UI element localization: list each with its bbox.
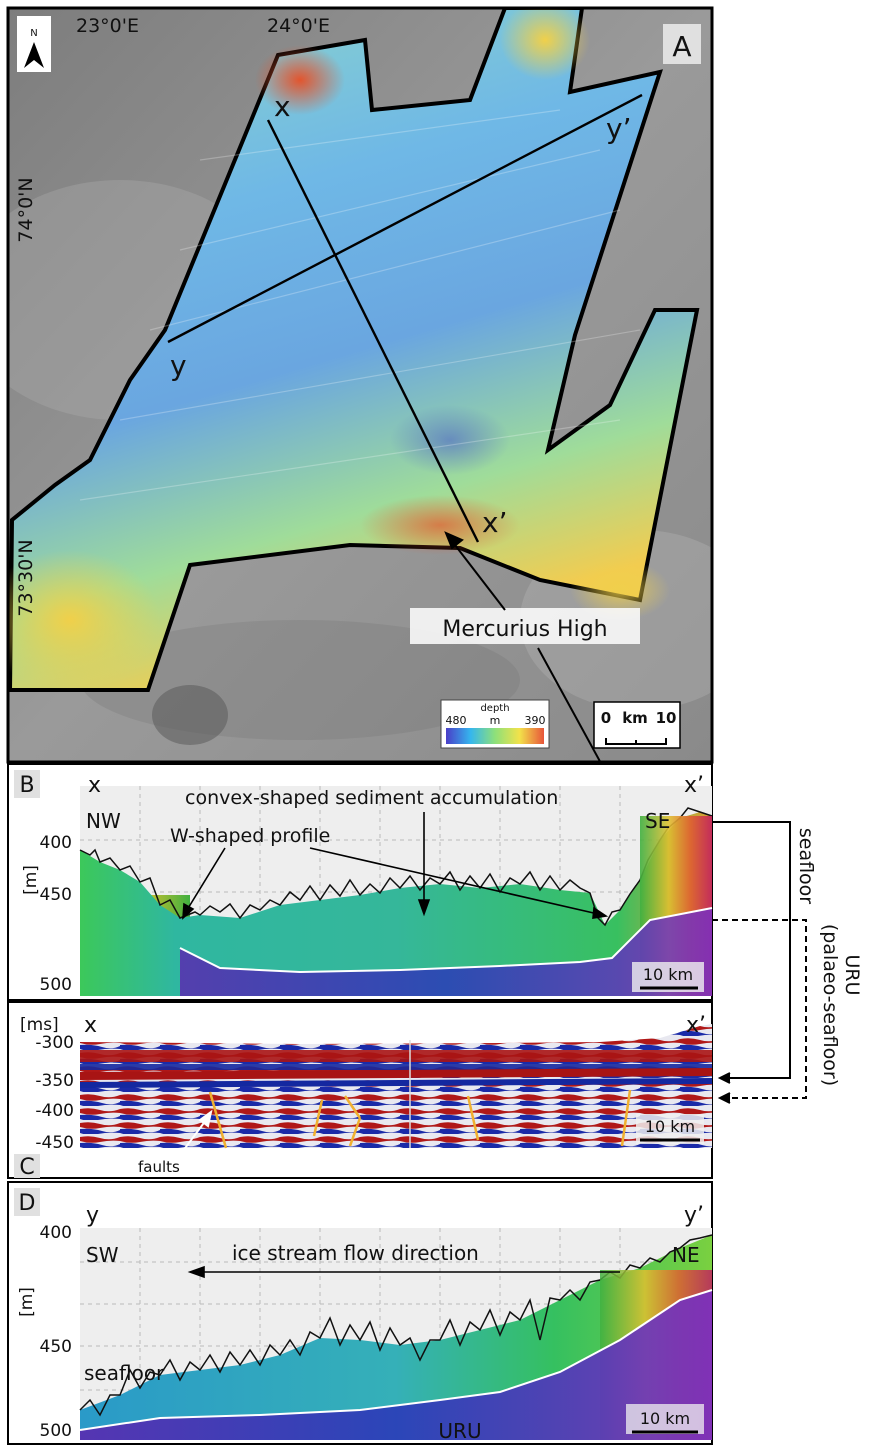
panel-d-uru-label: URU [438,1419,481,1443]
label-y-prime: y’ [606,112,631,145]
panel-d-end: y’ [684,1203,704,1228]
label-x-prime: x’ [482,506,507,539]
panel-b-letter: B [19,773,34,798]
panel-c-tick-350: -350 [35,1071,74,1091]
mercurius-high-label: Mercurius High [442,617,607,642]
side-label-palaeo: (palaeo-seafloor) [819,924,841,1086]
panel-c-tick-400: -400 [35,1101,74,1121]
lon-label-24: 24°0'E [267,15,330,37]
panel-b: B x x’ NW SE [m] 400 450 500 convex-shap… [7,763,713,1001]
panel-d-flow-label: ice stream flow direction [232,1241,479,1265]
panel-b-axis-unit: [m] [21,865,41,895]
panel-b-annotation-w: W-shaped profile [170,825,330,847]
fault-lines [208,1089,632,1149]
panel-d: D y y’ SW NE [m] 400 450 500 ice stream … [7,1181,713,1445]
colorbar-max: 390 [525,714,546,727]
panel-d-letter: D [19,1191,36,1216]
panel-c-tick-450: -450 [35,1133,74,1153]
panel-b-tick-450: 450 [40,885,72,905]
label-y: y [170,349,187,382]
lon-label-23: 23°0'E [76,15,139,37]
panel-d-tick-500: 500 [40,1421,72,1441]
scalebar-unit: km [622,709,648,727]
side-label-seafloor: seafloor [795,828,817,904]
colorbar-min: 480 [446,714,467,727]
scalebar-zero: 0 [601,709,611,727]
panel-d-scale: 10 km [640,1409,690,1428]
survey-area [8,8,700,692]
profile-b-body [80,812,712,996]
colorbar-title: depth [480,703,509,714]
side-brackets [712,821,807,1104]
panel-c-start: x [84,1013,97,1038]
panel-c-letter: C [19,1155,34,1180]
panel-a-map: N 23°0'E 24°0'E 74°0'N 73°30'N A x y’ y … [8,8,712,762]
panel-c-axis-unit: [ms] [20,1015,59,1035]
north-arrow-icon [24,42,44,68]
panel-d-axis-unit: [m] [17,1287,37,1317]
panel-d-start: y [86,1203,99,1228]
panel-d-tick-450: 450 [40,1337,72,1357]
panel-d-seafloor-label: seafloor [84,1361,165,1385]
lat-label-74: 74°0'N [15,177,37,242]
colorbar-unit: m [490,714,501,727]
north-label: N [30,28,37,39]
lat-label-73-30: 73°30'N [15,539,37,616]
label-x: x [274,90,291,123]
scalebar-max: 10 [656,709,677,727]
panel-b-scale: 10 km [643,965,693,984]
profile-line-x [266,119,480,543]
panel-b-dir-right: SE [645,809,670,833]
panel-c-end: x’ [686,1013,706,1038]
colorbar-ramp [446,728,544,744]
profile-line-y [167,93,643,344]
panel-b-annotation-convex: convex-shaped sediment accumulation [185,787,558,809]
panel-b-tick-500: 500 [40,975,72,995]
panel-c-tick-300: -300 [35,1033,74,1053]
panel-d-tick-400: 400 [40,1223,72,1243]
panel-d-dir-right: NE [672,1243,700,1267]
side-label-uru: URU [841,954,863,995]
panel-b-tick-400: 400 [40,833,72,853]
panel-a-letter: A [672,30,691,63]
panel-d-dir-left: SW [86,1243,119,1267]
panel-c-scale: 10 km [645,1117,695,1136]
panel-c-faults: faults [138,1158,180,1176]
panel-b-dir-left: NW [86,809,121,833]
panel-b-start: x [88,773,101,798]
panel-b-end: x’ [684,773,704,798]
panel-c: [ms] x x’ -300 -350 -400 -450 C faults 1… [7,1001,713,1180]
